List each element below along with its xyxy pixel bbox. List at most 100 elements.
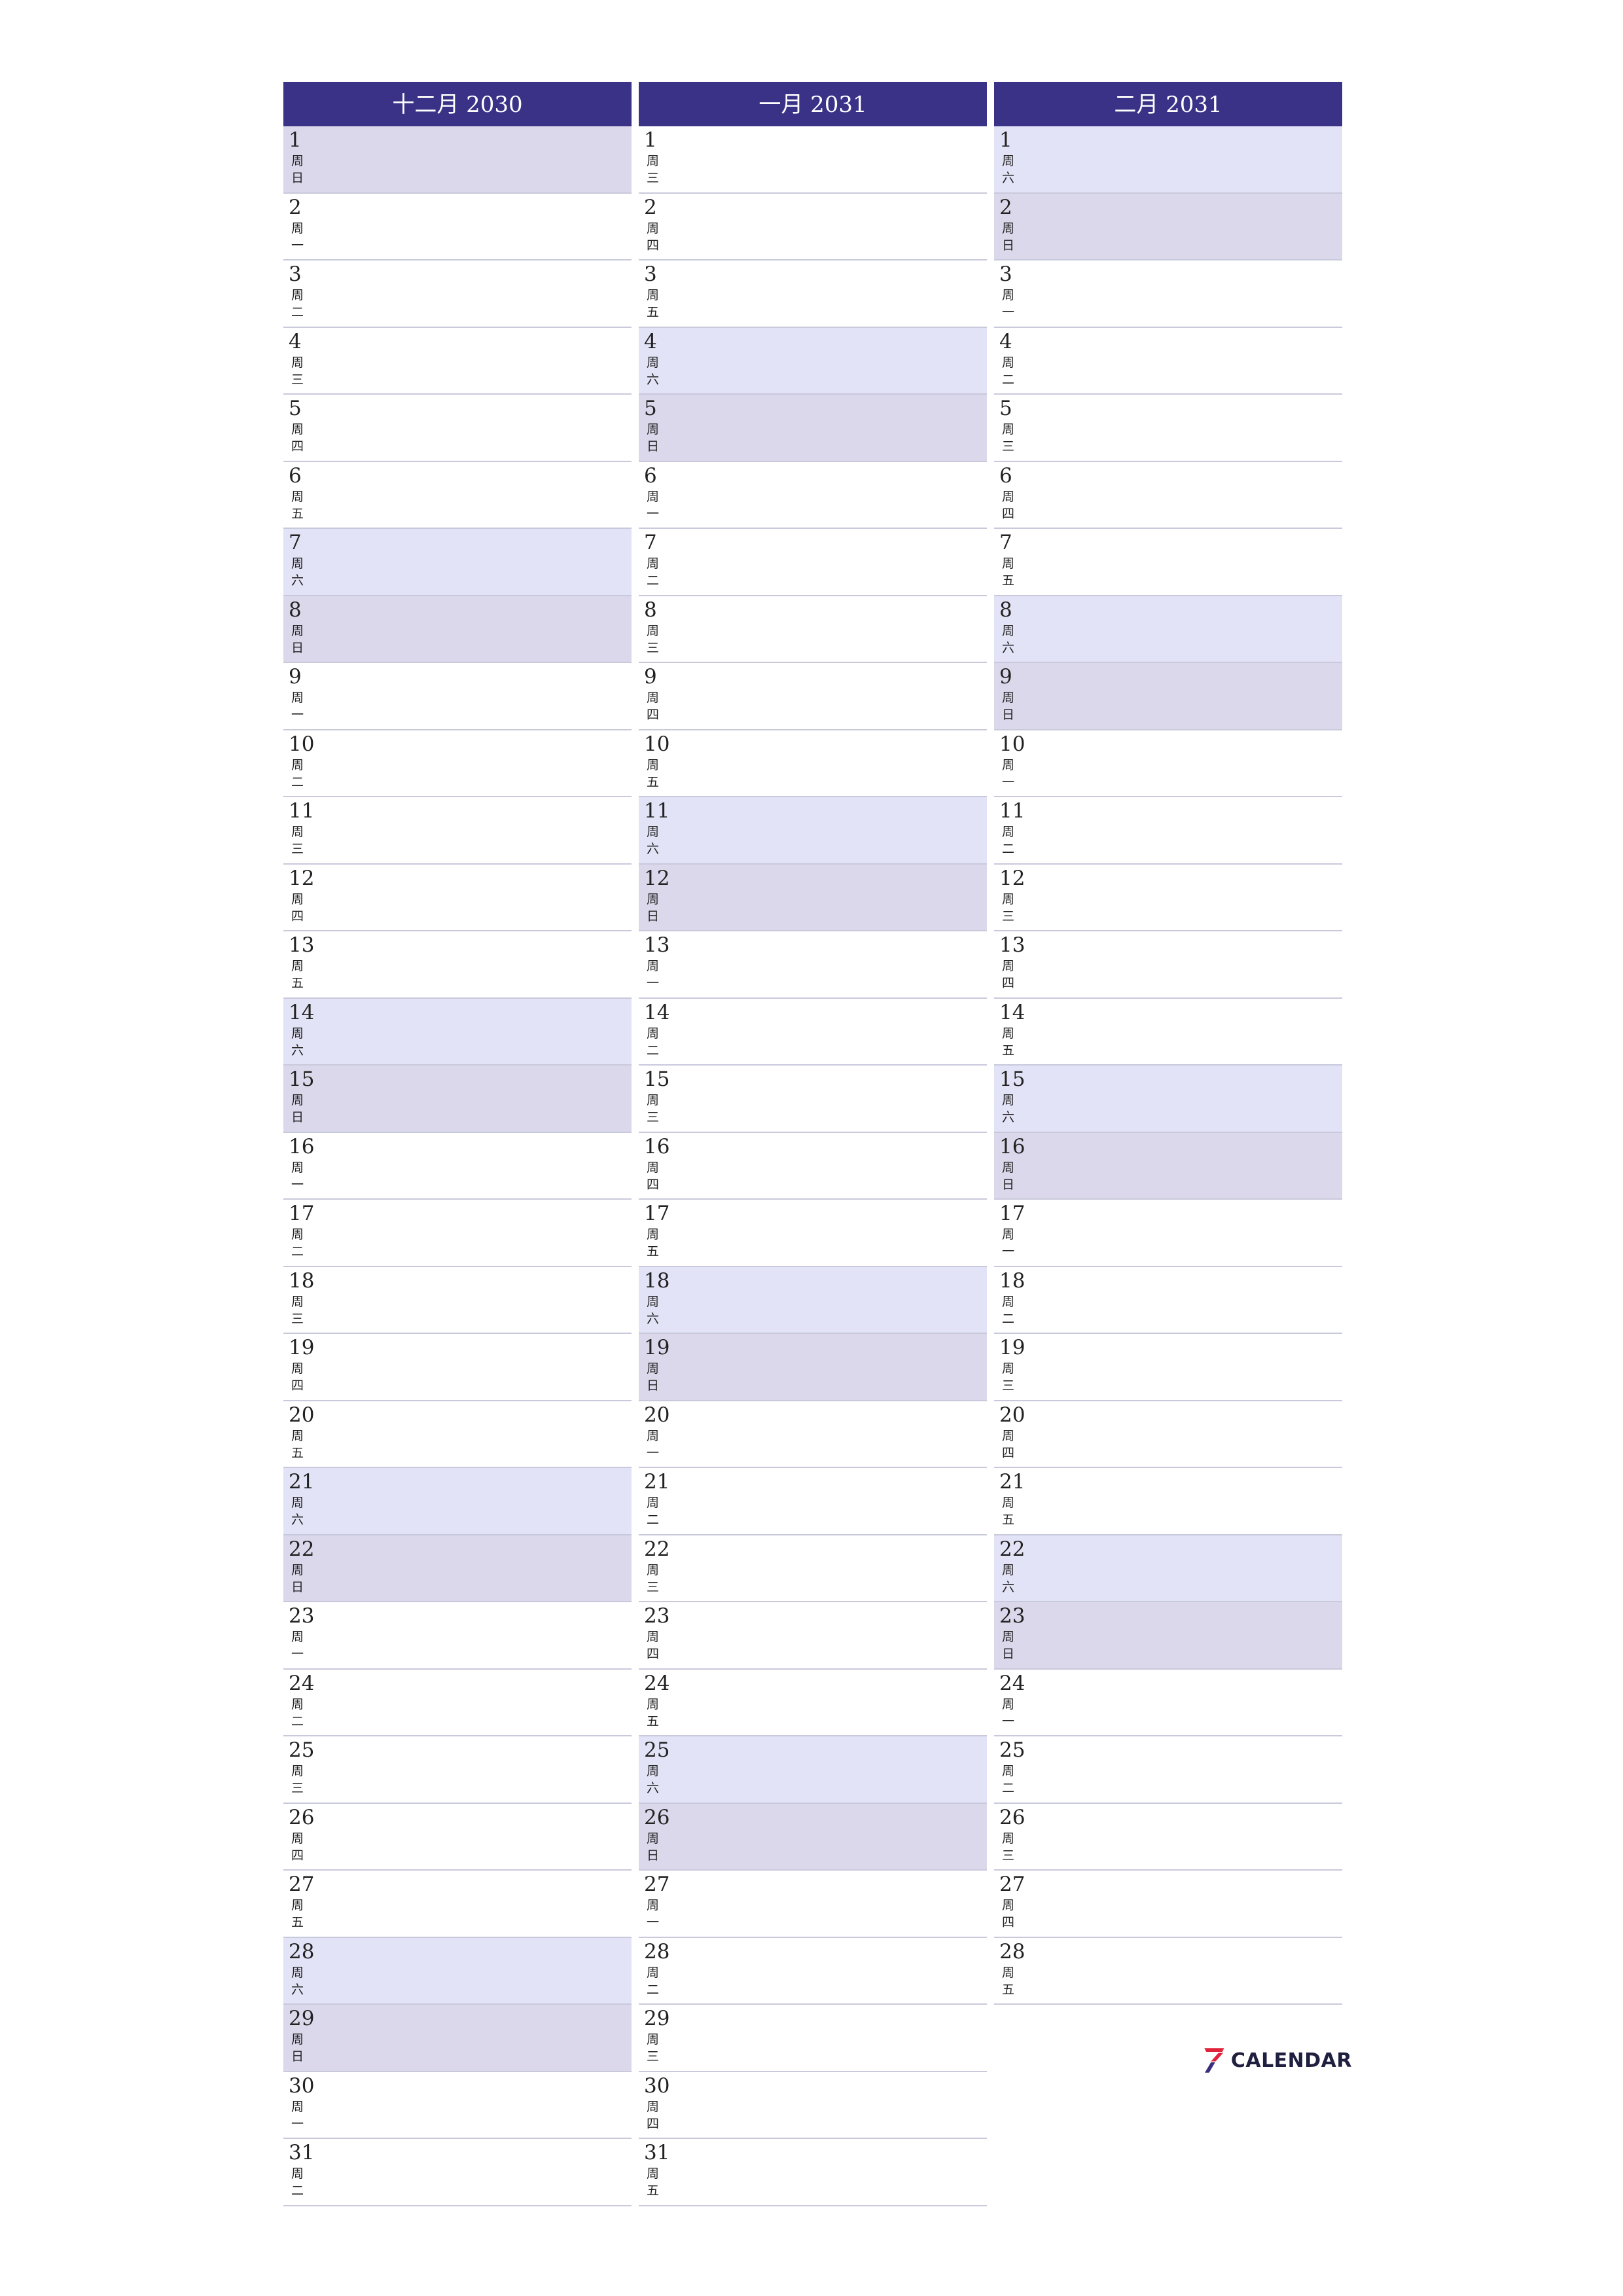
day-number: 4 (289, 329, 302, 353)
weekday-name: 四 (291, 908, 304, 924)
day-number: 3 (644, 262, 657, 286)
weekday-name: 六 (1002, 640, 1015, 655)
day-number: 11 (289, 799, 315, 823)
weekday-prefix: 周 (647, 154, 660, 168)
month-header: 一月 2031 (639, 82, 987, 126)
weekday-prefix: 周 (647, 2099, 660, 2114)
day-row: 20 周五 (283, 1401, 632, 1468)
day-row: 12 周日 (639, 864, 987, 931)
day-row: 19 周四 (283, 1334, 632, 1401)
day-number: 8 (644, 598, 657, 622)
day-number: 23 (999, 1604, 1026, 1628)
day-row: 24 周五 (639, 1670, 987, 1736)
day-number: 10 (644, 732, 670, 756)
day-row: 1 周六 (994, 126, 1342, 194)
day-row: 14 周六 (283, 998, 632, 1066)
day-number: 19 (644, 1336, 670, 1359)
day-row: 19 周日 (639, 1334, 987, 1401)
weekday-prefix: 周 (1002, 1831, 1015, 1846)
weekday-name: 五 (647, 2183, 660, 2198)
day-row: 25 周二 (994, 1736, 1342, 1804)
day-number: 27 (289, 1873, 315, 1896)
weekday-name: 四 (1002, 1445, 1015, 1460)
weekday-name: 一 (647, 1445, 660, 1460)
weekday-prefix: 周 (291, 1227, 304, 1242)
weekday-prefix: 周 (291, 1026, 304, 1041)
weekday-prefix: 周 (291, 757, 304, 772)
weekday-name: 一 (1002, 305, 1015, 319)
weekday-name: 一 (1002, 774, 1015, 789)
weekday-name: 二 (291, 1244, 304, 1259)
day-row: 17 周一 (994, 1200, 1342, 1267)
weekday-name: 日 (291, 640, 304, 655)
day-number: 2 (999, 195, 1012, 219)
weekday-prefix: 周 (291, 1630, 304, 1644)
weekday-prefix: 周 (291, 489, 304, 504)
day-row: 3 周五 (639, 260, 987, 328)
day-row: 1 周三 (639, 126, 987, 194)
weekday-name: 四 (291, 439, 304, 454)
day-number: 18 (999, 1268, 1026, 1293)
brand-logo: CALENDAR (1202, 2039, 1352, 2081)
weekday-name: 六 (291, 1513, 304, 1527)
weekday-name: 四 (1002, 976, 1015, 990)
weekday-name: 六 (1002, 1579, 1015, 1594)
weekday-prefix: 周 (647, 1831, 660, 1846)
day-row: 19 周三 (994, 1334, 1342, 1401)
day-row: 2 周日 (994, 193, 1342, 260)
day-number: 17 (644, 1202, 670, 1225)
weekday-name: 六 (647, 1311, 660, 1326)
day-row: 27 周四 (994, 1871, 1342, 1938)
day-number: 14 (999, 1000, 1026, 1024)
weekday-name: 六 (1002, 1110, 1015, 1124)
weekday-prefix: 周 (1002, 1898, 1015, 1912)
month-header: 二月 2031 (994, 82, 1342, 126)
day-number: 20 (289, 1403, 315, 1427)
weekday-prefix: 周 (1002, 623, 1015, 638)
day-number: 24 (644, 1671, 670, 1695)
day-number: 5 (644, 397, 657, 420)
weekday-name: 五 (291, 976, 304, 990)
weekday-prefix: 周 (1002, 422, 1015, 437)
day-number: 6 (999, 463, 1012, 488)
weekday-name: 二 (1002, 842, 1015, 856)
day-number: 10 (289, 732, 315, 756)
weekday-prefix: 周 (1002, 288, 1015, 302)
day-number: 15 (289, 1067, 315, 1091)
weekday-name: 四 (291, 1848, 304, 1863)
weekday-prefix: 周 (1002, 221, 1015, 236)
day-row: 22 周六 (994, 1535, 1342, 1602)
day-row: 13 周一 (639, 931, 987, 999)
weekday-name: 五 (1002, 1043, 1015, 1058)
weekday-prefix: 周 (291, 1160, 304, 1175)
weekday-prefix: 周 (1002, 1294, 1015, 1309)
day-row: 11 周六 (639, 797, 987, 865)
day-row: 4 周二 (994, 328, 1342, 395)
weekday-prefix: 周 (647, 623, 660, 638)
day-number: 22 (289, 1537, 315, 1561)
day-number: 4 (644, 329, 657, 353)
day-number: 29 (644, 2007, 670, 2030)
day-number: 1 (289, 128, 302, 152)
weekday-prefix: 周 (1002, 556, 1015, 571)
day-number: 25 (289, 1738, 315, 1762)
weekday-prefix: 周 (291, 1428, 304, 1443)
day-row: 16 周一 (283, 1133, 632, 1200)
weekday-name: 二 (647, 1982, 660, 1997)
weekday-name: 六 (647, 842, 660, 856)
day-number: 11 (644, 799, 670, 823)
day-row: 7 周五 (994, 529, 1342, 596)
weekday-name: 五 (647, 774, 660, 789)
weekday-name: 一 (647, 976, 660, 990)
day-row: 7 周二 (639, 529, 987, 596)
weekday-prefix: 周 (647, 2032, 660, 2047)
day-row: 10 周一 (994, 730, 1342, 797)
day-number: 30 (644, 2073, 670, 2098)
weekday-name: 四 (1002, 506, 1015, 521)
day-row: 13 周四 (994, 931, 1342, 999)
day-number: 20 (644, 1403, 670, 1427)
weekday-prefix: 周 (291, 1361, 304, 1376)
day-row: 3 周二 (283, 260, 632, 328)
day-number: 28 (289, 1939, 315, 1964)
day-row: 4 周六 (639, 327, 987, 395)
